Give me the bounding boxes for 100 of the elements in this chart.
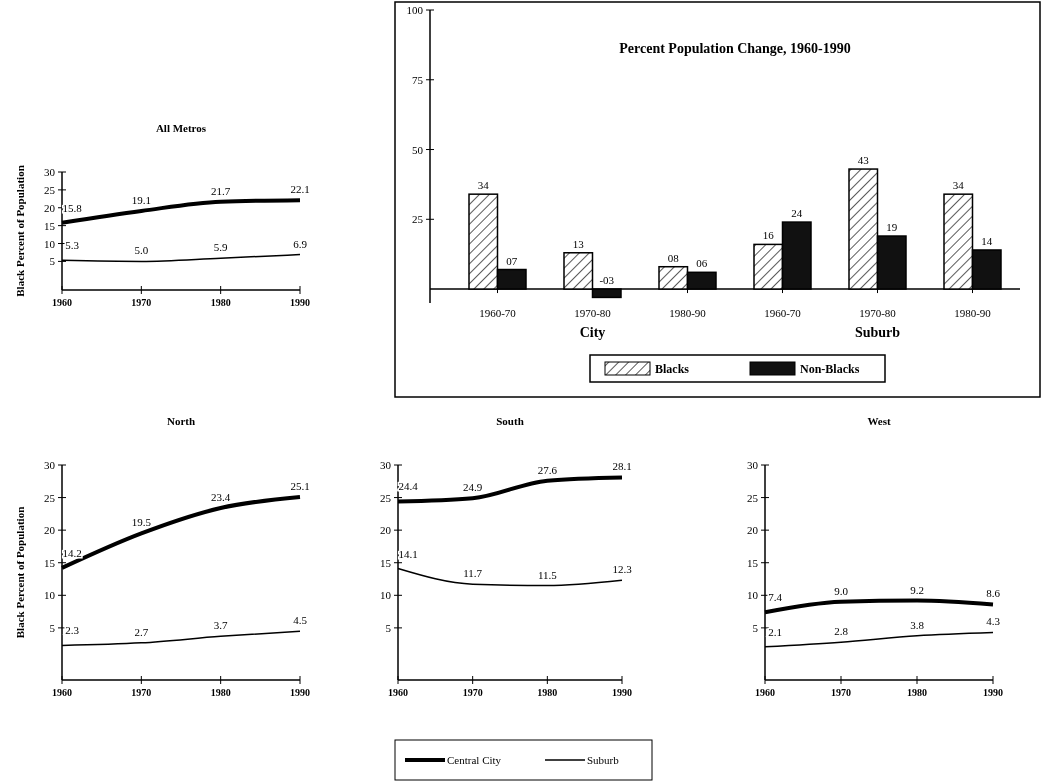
data-label: 7.4 [768, 591, 783, 604]
x-tick-label: 1980 [210, 297, 231, 308]
y-tick-label: 20 [747, 524, 759, 537]
data-label: 9.2 [910, 583, 924, 596]
y-tick-label: 30 [44, 459, 56, 471]
data-label: 2.1 [768, 625, 782, 638]
x-tick-label: 1960 [755, 687, 775, 698]
data-label: 4.3 [986, 615, 1001, 628]
x-tick-label: 1960-70 [764, 307, 802, 320]
data-label: 12.3 [612, 563, 633, 576]
y-tick-label: 50 [412, 143, 424, 156]
data-label: 06 [696, 257, 708, 270]
x-tick-label: 1970-80 [859, 307, 897, 320]
x-tick-label: 1970 [462, 687, 483, 698]
data-label: 5.0 [134, 244, 149, 257]
data-label: 22.1 [290, 183, 310, 196]
data-label: 25.1 [290, 479, 310, 492]
x-tick-label: 1980 [210, 687, 231, 698]
data-label: 3.8 [910, 618, 925, 631]
data-label: 14.2 [62, 546, 82, 559]
text: Suburb [854, 325, 901, 341]
x-tick-label: 1990 [290, 687, 310, 698]
chart-title: All Metros [155, 122, 207, 134]
data-label: 11.5 [537, 568, 558, 581]
data-label: 8.6 [986, 587, 1001, 600]
text: City [579, 325, 606, 341]
legend-label: Non-Blacks [800, 362, 860, 376]
data-label: 6.9 [293, 237, 308, 250]
y-tick-label: 10 [747, 589, 759, 602]
data-label: 14.1 [398, 547, 418, 560]
x-tick-label: 1970 [131, 297, 152, 308]
data-label: 5.9 [213, 241, 229, 254]
data-label: 28.1 [612, 460, 632, 473]
y-tick-label: 100 [406, 4, 424, 16]
x-tick-label: 1970 [831, 687, 851, 698]
y-axis-title: Black Percent of Population [14, 165, 26, 297]
text: Percent Population Change, 1960-1990 [619, 41, 851, 56]
y-tick-label: 15 [747, 556, 759, 569]
y-axis-title: Black Percent of Population [14, 506, 26, 639]
data-label: 19 [886, 221, 898, 234]
data-label: 24 [791, 207, 803, 220]
y-tick-label: 20 [380, 524, 392, 537]
y-tick-label: 30 [380, 459, 392, 471]
data-label: 24.4 [398, 480, 419, 493]
x-tick-label: 1980-90 [954, 307, 992, 320]
x-tick-label: 1970-80 [574, 307, 612, 320]
data-label: 15.8 [62, 201, 83, 214]
y-tick-label: 20 [44, 201, 56, 214]
data-label: 3.7 [213, 619, 229, 632]
y-tick-label: 5 [49, 621, 56, 634]
data-label: 2.8 [834, 625, 849, 638]
y-tick-label: 25 [44, 183, 56, 196]
data-label: 43 [857, 154, 870, 167]
x-tick-label: 1970 [131, 687, 152, 698]
data-label: 27.6 [537, 463, 558, 476]
y-tick-label: 5 [385, 621, 392, 634]
legend-label: Central City [447, 754, 502, 766]
data-label: 11.7 [463, 567, 483, 580]
y-tick-label: 25 [380, 491, 392, 504]
y-tick-label: 15 [44, 556, 56, 569]
y-tick-label: 15 [44, 219, 56, 232]
y-tick-label: 15 [380, 556, 392, 569]
data-label: 21.7 [211, 184, 231, 197]
x-tick-label: 1960 [388, 687, 408, 698]
chart-title: North [166, 415, 196, 427]
x-tick-label: 1980 [537, 687, 558, 698]
x-tick-label: 1980-90 [669, 307, 707, 320]
y-tick-label: 10 [44, 589, 56, 602]
y-tick-label: 10 [44, 237, 56, 250]
data-label: 07 [506, 254, 518, 267]
legend-label: Suburb [587, 754, 620, 766]
y-tick-label: 10 [380, 589, 392, 602]
data-label: 08 [667, 251, 680, 264]
x-tick-label: 1980 [907, 687, 927, 698]
data-label: 2.7 [134, 625, 149, 638]
y-tick-label: 25 [412, 213, 424, 226]
data-label: 19.1 [131, 193, 151, 206]
y-tick-label: 25 [747, 491, 759, 504]
y-tick-label: 5 [752, 621, 759, 634]
data-label: -03 [599, 274, 615, 287]
x-tick-label: 1960-70 [479, 307, 517, 320]
y-tick-label: 20 [44, 524, 56, 537]
data-label: 4.5 [293, 614, 308, 627]
data-label: 9.0 [834, 584, 849, 597]
y-tick-label: 75 [412, 73, 424, 86]
data-label: 19.5 [131, 516, 152, 529]
data-label: 14 [981, 234, 993, 247]
x-tick-label: 1960 [52, 297, 72, 308]
x-tick-label: 1960 [52, 687, 72, 698]
data-label: 24.9 [463, 481, 483, 494]
data-label: 2.3 [65, 624, 80, 637]
legend-label: Blacks [655, 362, 690, 376]
chart-title: South [496, 415, 524, 427]
data-label: 13 [572, 237, 585, 250]
chart-title: West [867, 415, 891, 427]
data-label: 34 [952, 179, 965, 192]
y-tick-label: 30 [747, 459, 759, 471]
data-label: 34 [477, 179, 490, 192]
x-tick-label: 1990 [290, 297, 310, 308]
y-tick-label: 25 [44, 491, 56, 504]
